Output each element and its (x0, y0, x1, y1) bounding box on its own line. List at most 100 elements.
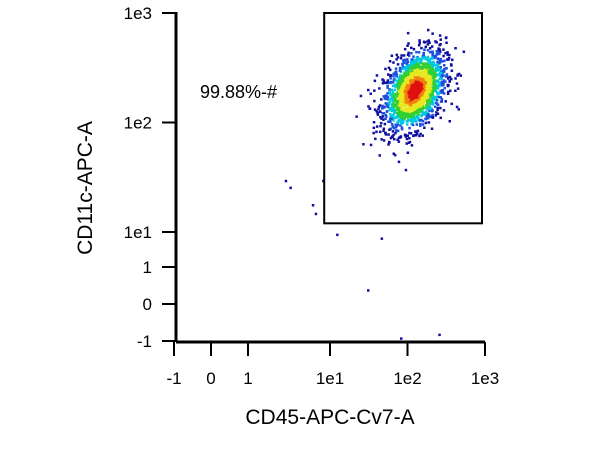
event-dot (398, 78, 401, 82)
event-dot (410, 58, 413, 61)
event-dot (419, 93, 423, 96)
event-dot (426, 40, 429, 43)
event-dot (411, 90, 414, 93)
event-dot (436, 73, 439, 77)
event-dot (420, 74, 424, 78)
event-dot (405, 107, 408, 110)
event-dot (403, 86, 406, 90)
event-dot (399, 124, 402, 127)
event-dot (432, 63, 435, 67)
event-dot (436, 112, 440, 115)
event-dot (402, 96, 405, 99)
event-dot (427, 75, 431, 78)
event-dot (403, 117, 406, 120)
event-dot (393, 88, 397, 92)
event-dot (434, 40, 437, 43)
event-dot (416, 101, 420, 105)
event-dot (427, 69, 431, 72)
event-dot (408, 126, 411, 130)
event-dot (404, 91, 407, 94)
event-dot (438, 61, 442, 64)
event-dot (425, 111, 428, 115)
event-dot (396, 63, 400, 66)
event-dot (406, 31, 410, 35)
event-dot (401, 116, 405, 119)
event-dot (442, 69, 445, 72)
event-dot (389, 81, 392, 85)
event-dot (407, 65, 411, 68)
event-dot (408, 64, 411, 67)
event-dot (401, 79, 405, 83)
event-dot (394, 83, 397, 86)
event-dot (422, 75, 425, 79)
event-dot (384, 117, 387, 121)
event-dot (394, 67, 398, 70)
event-dot (425, 87, 428, 90)
event-dot (389, 93, 392, 96)
event-dot (377, 107, 380, 111)
event-dot (372, 131, 375, 135)
event-dot (406, 151, 410, 154)
event-dot (421, 105, 425, 108)
event-dot (381, 107, 384, 110)
event-dot (444, 80, 447, 83)
event-dot (430, 78, 433, 82)
event-dot (391, 99, 394, 103)
event-dot (377, 105, 381, 109)
event-dot (419, 72, 422, 75)
y-tick-label: 1e2 (124, 114, 152, 133)
event-dot (414, 78, 417, 81)
event-dot (401, 75, 404, 79)
outlier-dot (336, 233, 339, 237)
event-dot (410, 114, 413, 117)
event-dot (438, 74, 442, 77)
event-dot (403, 61, 406, 64)
event-dot (430, 45, 434, 48)
event-dot (367, 105, 370, 108)
event-dot (409, 60, 413, 63)
gate-rectangle[interactable] (323, 12, 483, 225)
event-dot (418, 94, 421, 98)
event-dot (413, 93, 416, 97)
event-dot (432, 71, 436, 74)
event-dot (402, 84, 405, 88)
event-dot (447, 90, 450, 94)
event-dot (400, 113, 403, 117)
event-dot (423, 95, 426, 98)
event-dot (417, 118, 420, 122)
event-dot (434, 55, 438, 58)
event-dot (421, 78, 424, 81)
event-dot (431, 62, 434, 65)
event-dot (413, 64, 416, 68)
event-dot (421, 134, 424, 137)
event-dot (408, 131, 411, 135)
event-dot (394, 131, 397, 135)
event-dot (441, 74, 444, 77)
event-dot (400, 98, 404, 101)
event-dot (404, 69, 408, 72)
event-dot (403, 104, 406, 108)
event-dot (405, 70, 409, 74)
event-dot (416, 129, 420, 133)
event-dot (400, 122, 403, 125)
event-dot (410, 46, 413, 50)
event-dot (387, 143, 390, 146)
event-dot (398, 107, 401, 110)
event-dot (454, 77, 457, 80)
event-dot (427, 28, 430, 32)
event-dot (424, 121, 428, 125)
event-dot (431, 103, 435, 106)
event-dot (414, 101, 417, 104)
event-dot (394, 115, 398, 119)
event-dot (436, 103, 440, 107)
event-dot (397, 160, 401, 164)
event-dot (385, 110, 389, 113)
event-dot (426, 99, 429, 102)
event-dot (441, 91, 444, 94)
event-dot (400, 127, 404, 131)
event-dot (388, 90, 392, 94)
outlier-dot (314, 212, 318, 216)
event-dot (426, 78, 429, 82)
event-dot (437, 48, 441, 52)
